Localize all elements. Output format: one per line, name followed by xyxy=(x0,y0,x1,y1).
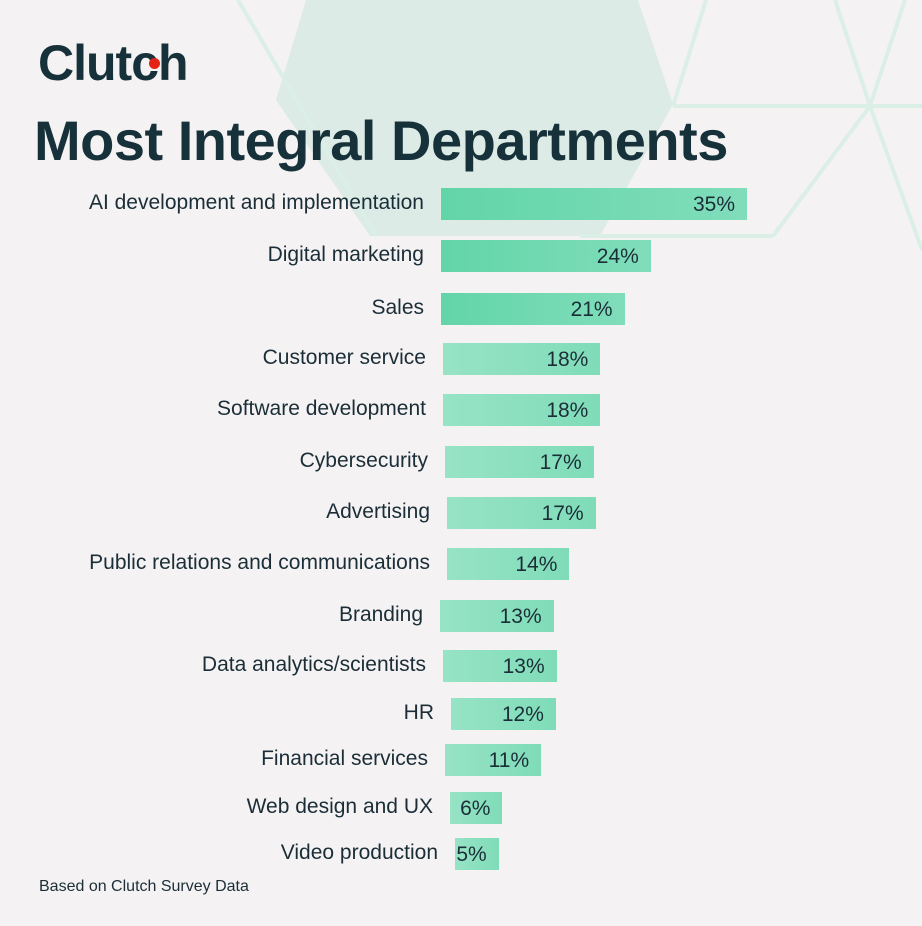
category-label: Advertising xyxy=(326,500,430,523)
bar: 18% xyxy=(443,394,601,426)
category-label: Sales xyxy=(371,296,424,319)
data-label: 12% xyxy=(501,703,544,726)
data-label: 13% xyxy=(499,605,542,628)
data-label: 18% xyxy=(546,348,589,371)
data-label: 5% xyxy=(456,843,487,866)
bar: 11% xyxy=(445,744,542,776)
clutch-logo: Clutch xyxy=(38,35,189,91)
data-label: 14% xyxy=(515,553,558,576)
category-label: Software development xyxy=(217,397,426,420)
category-label: Digital marketing xyxy=(267,243,424,266)
data-label: 17% xyxy=(541,502,584,525)
bar: 21% xyxy=(441,293,625,325)
category-label: Public relations and communications xyxy=(89,551,430,574)
category-label: Cybersecurity xyxy=(299,449,428,472)
category-label: Financial services xyxy=(261,747,428,770)
data-label: 35% xyxy=(692,193,735,216)
category-label: Video production xyxy=(280,841,438,864)
data-label: 13% xyxy=(502,655,545,678)
bar: 12% xyxy=(451,698,556,730)
bar: 13% xyxy=(443,650,557,682)
category-label: AI development and implementation xyxy=(88,191,424,214)
bar: 35% xyxy=(441,188,747,220)
data-label: 11% xyxy=(488,749,530,772)
bar: 17% xyxy=(445,446,594,478)
bar: 18% xyxy=(443,343,601,375)
data-label: 24% xyxy=(596,245,639,268)
category-label: Web design and UX xyxy=(246,795,433,818)
data-label: 18% xyxy=(546,399,589,422)
category-label: Branding xyxy=(338,603,423,626)
bar: 24% xyxy=(441,240,651,272)
bar: 14% xyxy=(447,548,570,580)
footer-note: Based on Clutch Survey Data xyxy=(39,878,249,895)
data-label: 17% xyxy=(539,451,582,474)
chart-title: Most Integral Departments xyxy=(34,109,728,172)
data-label: 21% xyxy=(570,298,613,321)
category-label: Customer service xyxy=(262,346,426,369)
logo-red-dot xyxy=(149,58,160,69)
bar: 17% xyxy=(447,497,596,529)
bar: 13% xyxy=(440,600,554,632)
data-label: 6% xyxy=(460,797,491,820)
category-label: HR xyxy=(403,701,434,724)
bar: 6% xyxy=(450,792,503,824)
bar: 5% xyxy=(455,838,499,870)
category-label: Data analytics/scientists xyxy=(201,653,426,676)
